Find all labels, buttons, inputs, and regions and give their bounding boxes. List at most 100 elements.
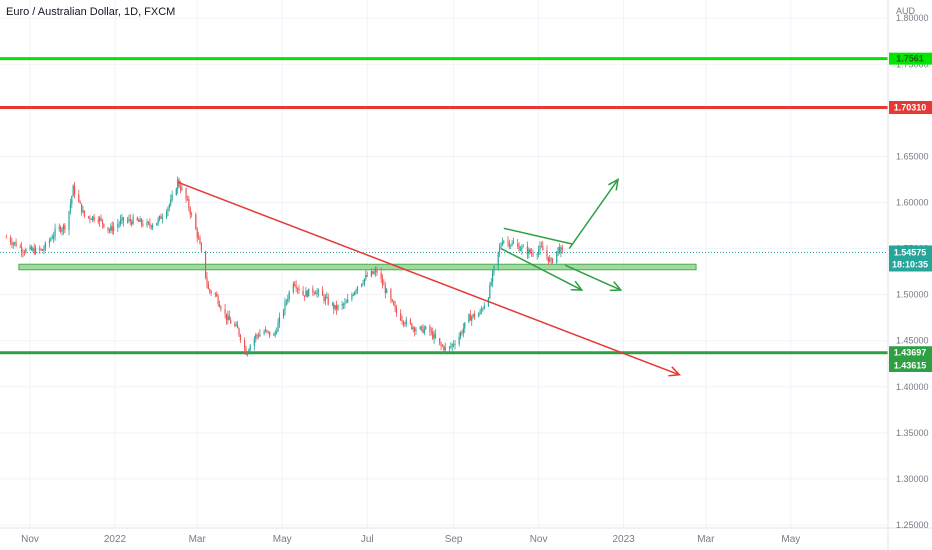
countdown-tag: 18:10:35 xyxy=(892,259,928,269)
candle-body xyxy=(111,226,113,231)
candle-body xyxy=(217,296,219,305)
candle-body xyxy=(450,346,452,348)
trendline-arrow xyxy=(177,181,680,376)
channel-line xyxy=(503,227,573,245)
candle-body xyxy=(188,199,190,209)
candle-body xyxy=(337,305,339,310)
candle-body xyxy=(556,251,558,263)
candle-body xyxy=(214,293,216,295)
candle-body xyxy=(538,250,540,255)
candle-body xyxy=(550,258,552,260)
candle-body xyxy=(422,326,424,333)
candle-body xyxy=(464,322,466,329)
candle-body xyxy=(323,295,325,301)
candle-body xyxy=(536,254,538,256)
candle-body xyxy=(298,288,300,291)
candle-body xyxy=(196,229,198,238)
candle-body xyxy=(518,245,520,251)
candle-body xyxy=(419,326,421,330)
candle-body xyxy=(210,291,212,294)
drawings-layer xyxy=(177,178,681,377)
current-price-tag-bg xyxy=(889,245,932,272)
projection-arrow-head xyxy=(609,281,623,292)
candle-body xyxy=(469,314,471,321)
candle-body xyxy=(526,246,529,255)
candle-body xyxy=(107,227,109,231)
candle-body xyxy=(225,313,228,321)
candle-body xyxy=(305,290,307,297)
y-tick-label: 1.65000 xyxy=(896,151,929,161)
candle-body xyxy=(539,246,541,251)
candle-body xyxy=(277,322,279,332)
candle-body xyxy=(23,252,26,254)
candle-body xyxy=(540,246,542,247)
candle-body xyxy=(532,253,534,256)
candle-body xyxy=(374,270,377,272)
candle-body xyxy=(189,208,191,215)
candle-body xyxy=(29,246,31,250)
candle-body xyxy=(19,246,21,248)
candle-body xyxy=(376,270,378,273)
candle-body xyxy=(234,323,236,326)
candle-body xyxy=(372,271,374,274)
candle-body xyxy=(500,245,502,248)
candle-body xyxy=(129,219,131,222)
candle-body xyxy=(204,250,207,278)
candle-body xyxy=(429,326,431,332)
candle-body xyxy=(170,199,172,205)
candle-body xyxy=(167,207,169,213)
candle-body xyxy=(113,227,115,231)
candle-body xyxy=(425,326,427,330)
candle-body xyxy=(249,345,251,351)
candle-body xyxy=(257,335,260,337)
candle-body xyxy=(87,216,90,218)
candle-body xyxy=(401,320,403,322)
candle-body xyxy=(386,289,388,294)
price-tag-top-level: 1.7561 xyxy=(896,54,924,64)
candle-body xyxy=(355,290,357,292)
candle-body xyxy=(90,219,92,220)
candle-body xyxy=(492,271,494,282)
candle-body xyxy=(285,301,287,302)
candle-body xyxy=(351,294,353,300)
candle-body xyxy=(473,314,476,317)
candle-body xyxy=(433,334,435,339)
candle-body xyxy=(161,217,163,219)
candle-body xyxy=(228,315,230,321)
candle-body xyxy=(33,248,35,254)
projection-arrow-head xyxy=(608,178,620,191)
candle-body xyxy=(365,275,367,279)
candle-body xyxy=(324,297,327,301)
trendline-arrow-head xyxy=(668,366,681,377)
x-tick-label: Mar xyxy=(697,534,715,545)
candle-body xyxy=(62,225,65,230)
candle-body xyxy=(118,223,120,225)
price-tag-support-1-bg xyxy=(889,346,932,360)
candle-body xyxy=(140,219,143,224)
candle-body xyxy=(266,330,268,332)
candle-body xyxy=(34,247,37,254)
price-tag-support-2: 1.43615 xyxy=(894,360,927,370)
candle-body xyxy=(394,305,396,308)
candle-body xyxy=(529,249,531,253)
candle-body xyxy=(292,283,294,293)
candle-body xyxy=(294,283,296,286)
candle-body xyxy=(352,294,354,296)
candle-body xyxy=(60,227,62,232)
candle-body xyxy=(177,179,179,189)
candle-body xyxy=(547,256,549,262)
candle-body xyxy=(522,246,524,248)
candle-body xyxy=(110,226,112,231)
candle-body xyxy=(331,303,333,305)
candle-body xyxy=(245,347,247,355)
candle-body xyxy=(441,345,444,347)
candle-body xyxy=(39,247,41,250)
candle-body xyxy=(512,242,515,244)
candle-body xyxy=(267,331,269,332)
candle-body xyxy=(253,338,255,346)
candle-body xyxy=(549,258,551,262)
candle-body xyxy=(341,304,343,306)
candle-body xyxy=(248,350,250,353)
candle-body xyxy=(69,203,72,212)
